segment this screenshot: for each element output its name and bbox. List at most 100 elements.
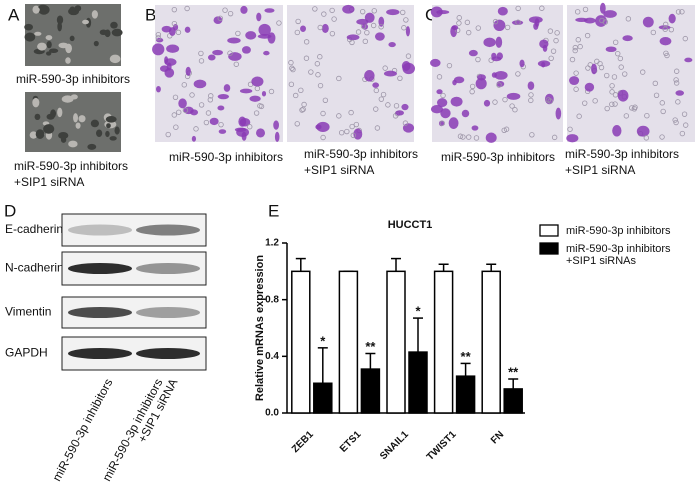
pore	[612, 39, 619, 46]
cell	[57, 107, 63, 118]
pore	[515, 5, 521, 12]
pore	[512, 107, 518, 113]
stained-cell	[402, 123, 415, 133]
micrograph	[567, 5, 695, 142]
pore	[673, 77, 679, 83]
pore	[207, 97, 214, 103]
stained-cell	[541, 61, 546, 68]
pore	[615, 50, 621, 57]
pore	[294, 121, 300, 127]
stained-cell	[453, 76, 465, 84]
pore	[198, 102, 205, 108]
stained-cell	[185, 66, 191, 76]
cell	[93, 40, 99, 47]
bar	[386, 270, 406, 414]
stained-cell	[372, 82, 380, 88]
pore	[547, 28, 554, 34]
stained-cell	[491, 72, 497, 78]
stained-cell	[191, 135, 197, 142]
pore	[466, 29, 472, 36]
pore	[664, 52, 670, 59]
stained-cell	[642, 16, 654, 28]
pore	[573, 70, 579, 76]
image-caption: miR-590-3p inhibitors	[16, 72, 130, 86]
pore	[659, 100, 665, 106]
pore	[295, 18, 301, 25]
pore	[585, 65, 591, 71]
pore	[582, 6, 589, 13]
stained-cell	[491, 52, 497, 59]
stained-cell	[164, 56, 169, 64]
pore	[604, 105, 610, 112]
cell	[45, 35, 53, 41]
stained-cell	[475, 77, 487, 90]
cell	[73, 113, 79, 123]
pore	[496, 82, 502, 88]
stained-cell	[497, 6, 508, 16]
pore	[652, 80, 659, 87]
pore	[303, 55, 310, 61]
pore	[574, 9, 581, 15]
pore	[227, 50, 233, 56]
chart-title: HUCCT1	[388, 219, 433, 231]
pore	[184, 5, 190, 12]
pore	[320, 110, 326, 117]
protein-label: E-cadherin	[5, 222, 63, 236]
pore	[268, 88, 275, 95]
pore	[529, 132, 535, 138]
pore	[515, 71, 521, 77]
pore	[456, 15, 462, 21]
pore	[371, 8, 377, 14]
pore	[355, 29, 362, 35]
pore	[631, 106, 638, 112]
pore	[349, 39, 355, 46]
cell	[106, 123, 111, 129]
pore	[622, 71, 628, 77]
pore	[171, 20, 178, 27]
pore	[171, 6, 178, 13]
stained-cell	[668, 13, 676, 24]
cell	[87, 143, 97, 150]
pore	[554, 30, 560, 36]
stained-cell	[436, 98, 448, 108]
stained-cell	[217, 94, 230, 100]
stained-cell	[483, 37, 496, 48]
cell	[110, 21, 118, 29]
legend-swatch	[539, 224, 559, 237]
stained-cell	[675, 90, 685, 96]
pore	[329, 30, 336, 37]
pore	[567, 126, 573, 132]
legend-label: miR-590-3p inhibitors	[566, 243, 671, 255]
bar	[291, 270, 311, 414]
significance: *	[320, 333, 326, 348]
cell	[50, 109, 57, 118]
stained-cell	[468, 49, 478, 57]
pore	[659, 134, 665, 140]
pore	[679, 9, 685, 15]
cell	[65, 43, 72, 54]
stained-cell	[213, 16, 223, 25]
stained-cell	[448, 117, 459, 129]
pore	[475, 25, 481, 31]
pore	[293, 92, 299, 99]
stained-cell	[555, 107, 562, 120]
pore	[253, 110, 260, 116]
cell	[96, 129, 103, 137]
pore	[349, 123, 355, 130]
stained-cell	[495, 36, 503, 48]
pore	[382, 65, 388, 71]
pore	[257, 103, 263, 109]
pore	[402, 120, 409, 126]
pore	[440, 92, 446, 99]
pore	[380, 91, 387, 98]
pore	[235, 30, 241, 37]
stained-cell	[241, 131, 247, 141]
cell	[60, 136, 67, 143]
pore	[577, 43, 583, 50]
stained-cell	[684, 57, 693, 63]
pore	[336, 75, 342, 82]
pore	[446, 62, 453, 69]
stained-cell	[378, 16, 385, 27]
stained-cell	[450, 96, 463, 107]
blot-band	[136, 348, 200, 359]
